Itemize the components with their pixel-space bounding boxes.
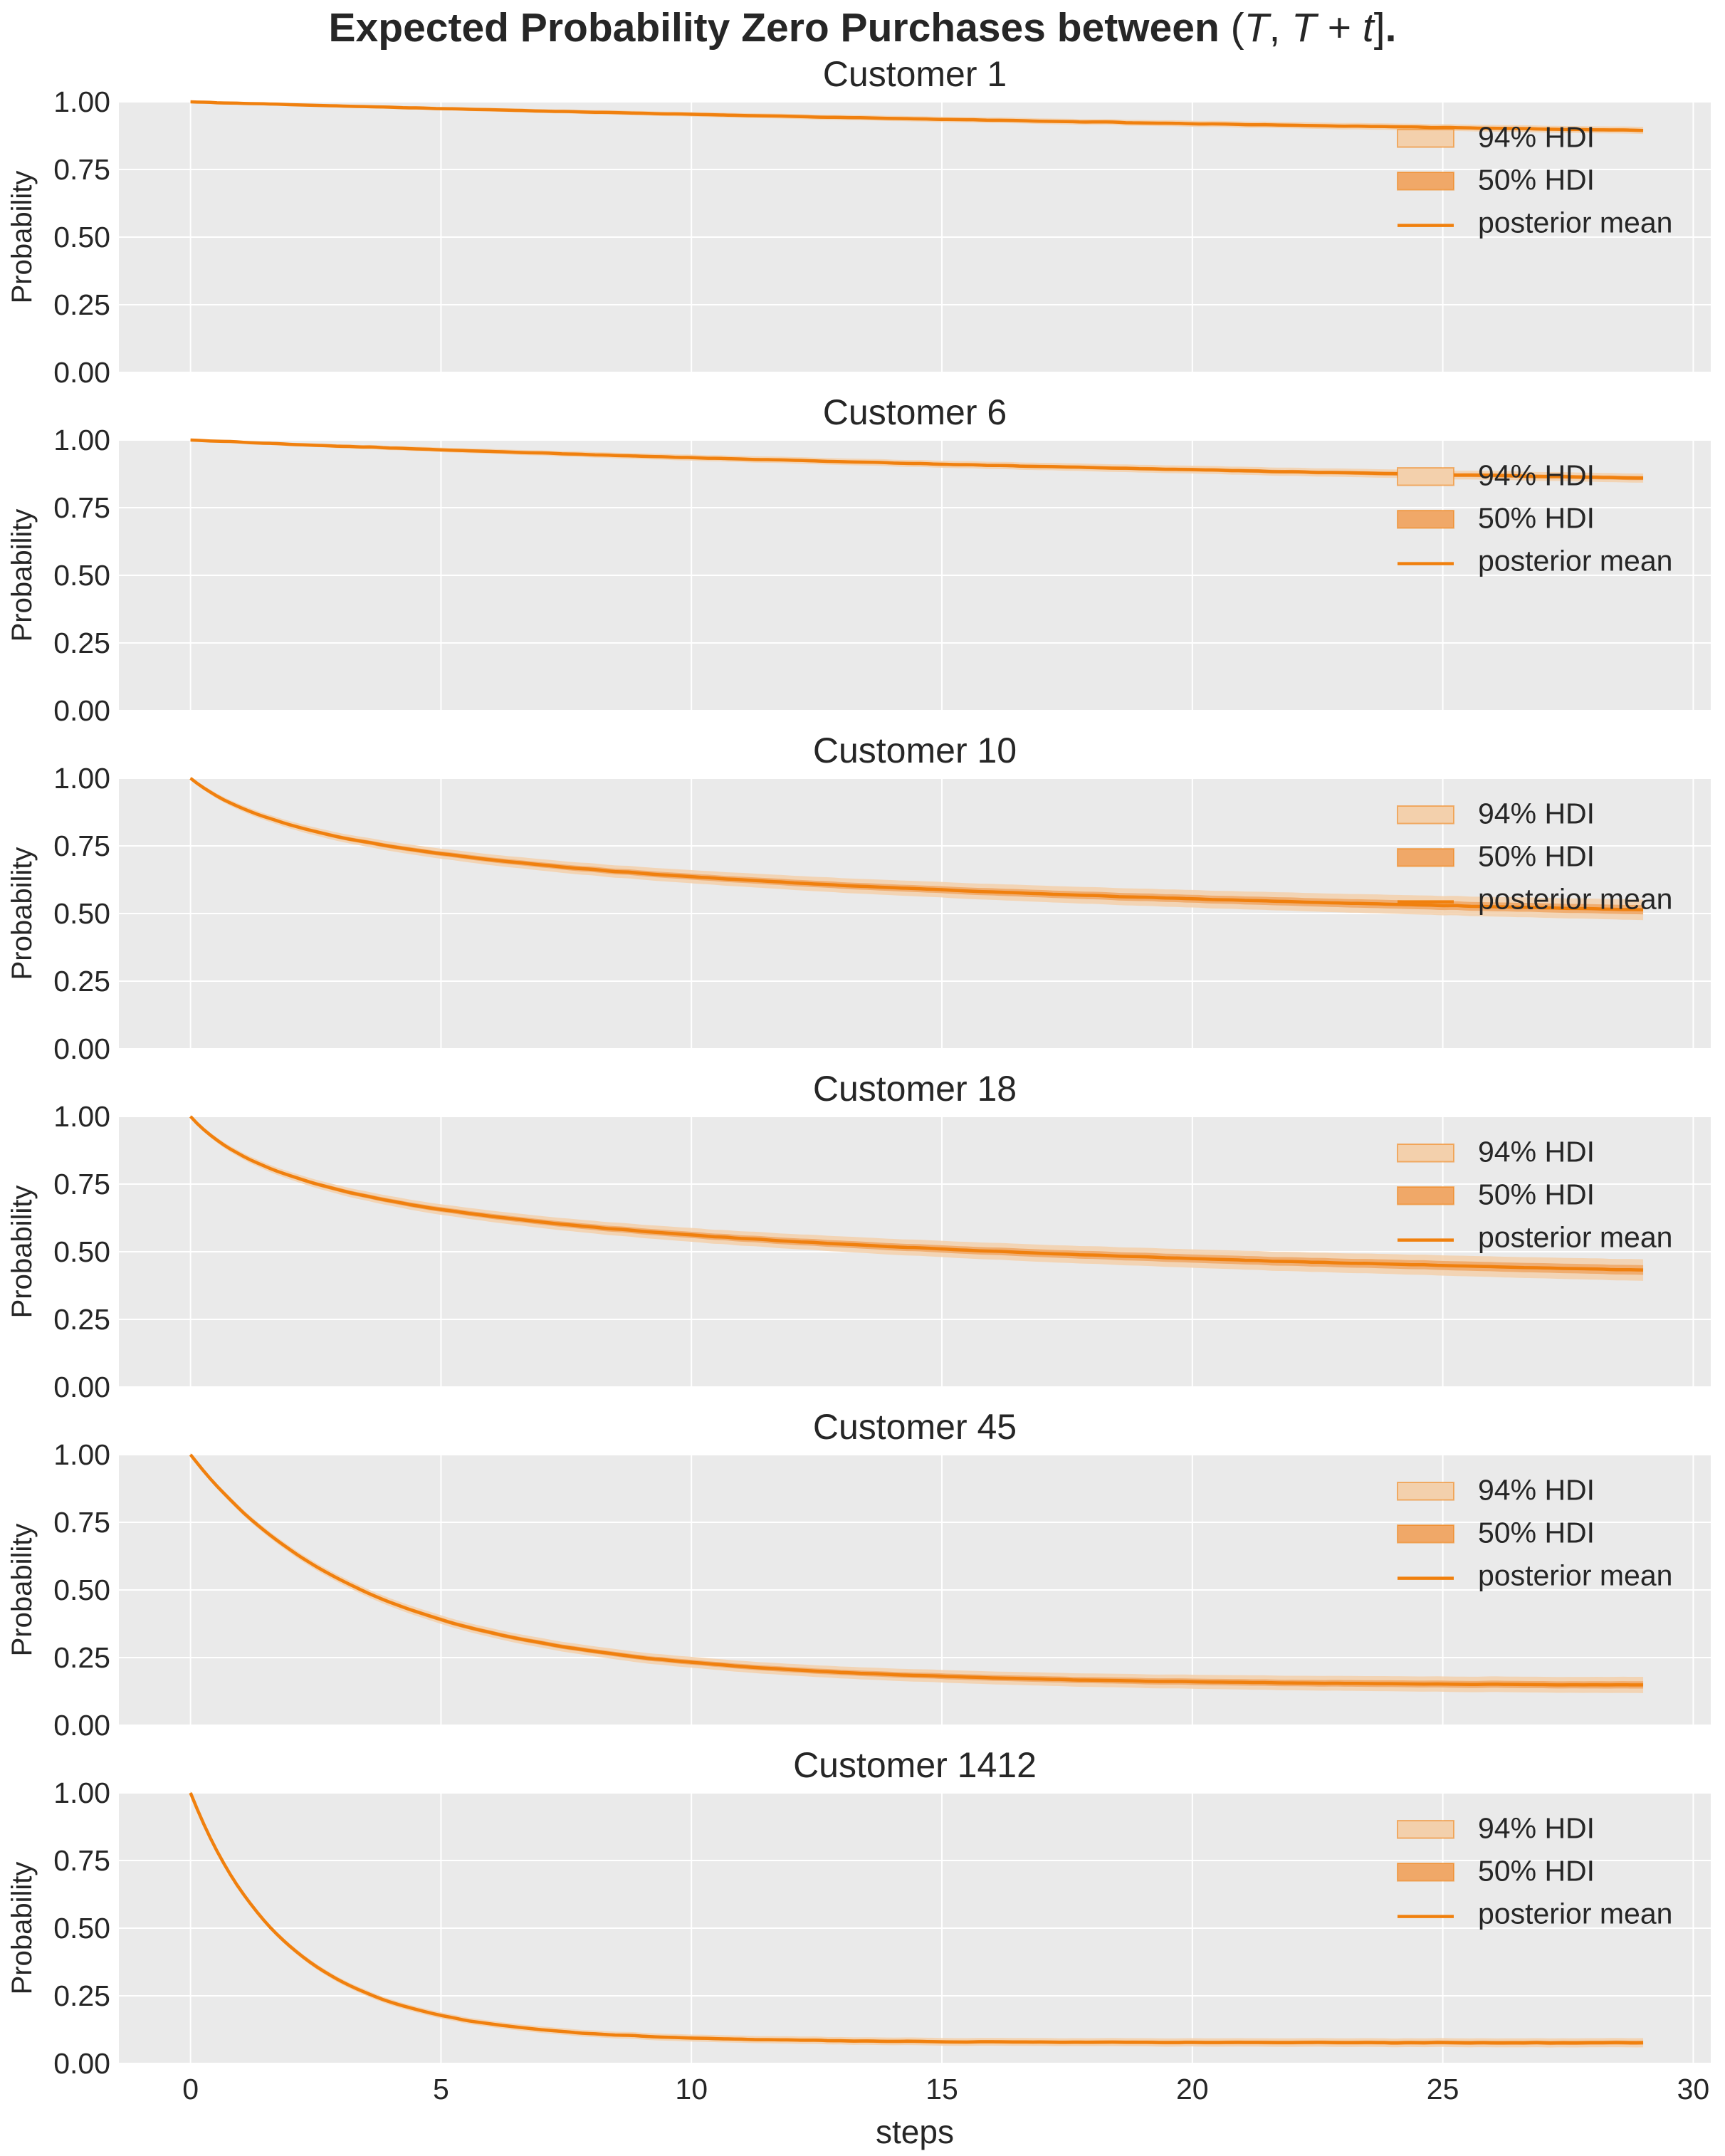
svg-text:Probability: Probability bbox=[6, 509, 38, 642]
svg-text:0.50: 0.50 bbox=[53, 221, 110, 253]
svg-text:50% HDI: 50% HDI bbox=[1478, 840, 1595, 873]
svg-text:posterior mean: posterior mean bbox=[1478, 545, 1672, 577]
svg-text:94% HDI: 94% HDI bbox=[1478, 1812, 1595, 1845]
svg-text:0.50: 0.50 bbox=[53, 897, 110, 930]
svg-text:15: 15 bbox=[926, 2073, 958, 2105]
svg-text:50% HDI: 50% HDI bbox=[1478, 1855, 1595, 1888]
svg-text:Customer 1: Customer 1 bbox=[823, 54, 1007, 94]
svg-text:Customer 10: Customer 10 bbox=[813, 731, 1017, 770]
svg-text:0.00: 0.00 bbox=[53, 356, 110, 389]
svg-text:0.75: 0.75 bbox=[53, 830, 110, 862]
svg-text:Probability: Probability bbox=[6, 1862, 38, 1995]
svg-text:94% HDI: 94% HDI bbox=[1478, 121, 1595, 154]
svg-text:Probability: Probability bbox=[6, 171, 38, 304]
svg-text:5: 5 bbox=[433, 2073, 449, 2105]
svg-text:0.50: 0.50 bbox=[53, 559, 110, 592]
svg-text:1.00: 1.00 bbox=[53, 1438, 110, 1471]
svg-text:0.00: 0.00 bbox=[53, 1709, 110, 1742]
svg-text:Expected Probability Zero Purc: Expected Probability Zero Purchases betw… bbox=[329, 5, 1397, 51]
svg-text:0.25: 0.25 bbox=[53, 965, 110, 998]
svg-text:0.75: 0.75 bbox=[53, 1844, 110, 1877]
svg-text:0.00: 0.00 bbox=[53, 2047, 110, 2080]
svg-text:50% HDI: 50% HDI bbox=[1478, 1178, 1595, 1211]
svg-text:50% HDI: 50% HDI bbox=[1478, 502, 1595, 535]
svg-text:posterior mean: posterior mean bbox=[1478, 1221, 1672, 1254]
svg-text:Customer 45: Customer 45 bbox=[813, 1407, 1017, 1447]
svg-text:0.25: 0.25 bbox=[53, 1641, 110, 1674]
svg-text:94% HDI: 94% HDI bbox=[1478, 1474, 1595, 1507]
svg-text:94% HDI: 94% HDI bbox=[1478, 797, 1595, 830]
svg-text:0.00: 0.00 bbox=[53, 1032, 110, 1065]
svg-text:94% HDI: 94% HDI bbox=[1478, 1136, 1595, 1168]
svg-text:Probability: Probability bbox=[6, 1186, 38, 1319]
svg-text:posterior mean: posterior mean bbox=[1478, 883, 1672, 916]
svg-text:1.00: 1.00 bbox=[53, 762, 110, 795]
svg-text:0.25: 0.25 bbox=[53, 288, 110, 321]
svg-text:0: 0 bbox=[182, 2073, 199, 2105]
svg-text:0.50: 0.50 bbox=[53, 1574, 110, 1606]
svg-text:Customer 18: Customer 18 bbox=[813, 1069, 1017, 1109]
svg-text:1.00: 1.00 bbox=[53, 1776, 110, 1809]
svg-text:0.00: 0.00 bbox=[53, 1371, 110, 1403]
svg-text:0.50: 0.50 bbox=[53, 1912, 110, 1945]
svg-text:posterior mean: posterior mean bbox=[1478, 1559, 1672, 1592]
svg-text:25: 25 bbox=[1427, 2073, 1459, 2105]
svg-text:94% HDI: 94% HDI bbox=[1478, 459, 1595, 492]
svg-text:0.50: 0.50 bbox=[53, 1235, 110, 1268]
svg-text:0.75: 0.75 bbox=[53, 491, 110, 524]
svg-text:1.00: 1.00 bbox=[53, 85, 110, 118]
svg-text:posterior mean: posterior mean bbox=[1478, 206, 1672, 239]
svg-text:0.75: 0.75 bbox=[53, 1506, 110, 1539]
svg-text:0.75: 0.75 bbox=[53, 1168, 110, 1200]
svg-text:0.25: 0.25 bbox=[53, 1979, 110, 2012]
svg-text:50% HDI: 50% HDI bbox=[1478, 164, 1595, 197]
svg-text:Probability: Probability bbox=[6, 1524, 38, 1657]
svg-text:Probability: Probability bbox=[6, 847, 38, 980]
svg-text:20: 20 bbox=[1176, 2073, 1209, 2105]
svg-text:posterior mean: posterior mean bbox=[1478, 1898, 1672, 1930]
svg-text:steps: steps bbox=[876, 2113, 954, 2150]
svg-text:0.75: 0.75 bbox=[53, 153, 110, 186]
svg-text:30: 30 bbox=[1677, 2073, 1710, 2105]
svg-text:0.25: 0.25 bbox=[53, 627, 110, 659]
svg-text:Customer 6: Customer 6 bbox=[823, 392, 1007, 432]
svg-text:1.00: 1.00 bbox=[53, 424, 110, 456]
svg-text:50% HDI: 50% HDI bbox=[1478, 1517, 1595, 1549]
svg-text:0.25: 0.25 bbox=[53, 1303, 110, 1336]
svg-text:0.00: 0.00 bbox=[53, 694, 110, 727]
svg-text:1.00: 1.00 bbox=[53, 1100, 110, 1133]
svg-text:Customer 1412: Customer 1412 bbox=[793, 1745, 1037, 1785]
svg-text:10: 10 bbox=[675, 2073, 708, 2105]
